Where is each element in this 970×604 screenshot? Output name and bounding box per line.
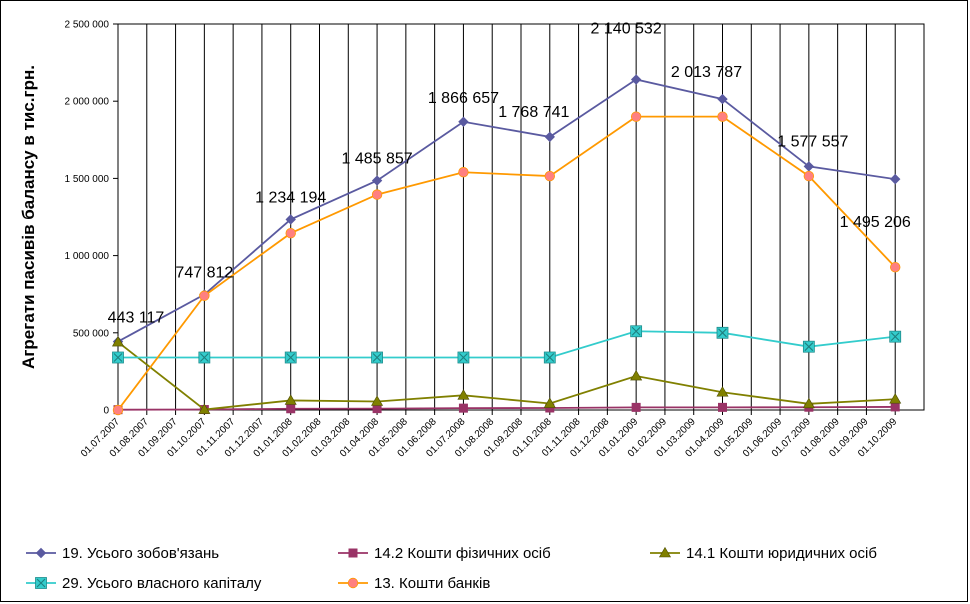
series-5	[112, 111, 901, 416]
marker-triangle	[543, 397, 556, 408]
series-line	[118, 330, 896, 359]
marker-circle	[630, 111, 642, 122]
marker-box-cross	[113, 353, 123, 362]
legend-item: 29. Усього власного капіталу	[26, 575, 262, 592]
legend-item: 14.2 Кошти фізичних осіб	[338, 545, 551, 562]
y-tick-label: 2 500 000	[65, 20, 110, 31]
legend: 19. Усього зобов'язань 14.2 Кошти фізични…	[26, 545, 877, 592]
series-line	[117, 341, 896, 411]
marker-box-cross	[804, 342, 814, 352]
marker-diamond	[371, 175, 383, 186]
marker-triangle	[802, 397, 815, 409]
marker-square	[372, 404, 382, 414]
legend-item: 13. Кошти банків	[338, 575, 490, 592]
data-label: 1 866 657	[428, 90, 499, 107]
marker-triangle	[658, 546, 672, 558]
marker-circle	[458, 167, 469, 178]
data-label: 1 577 557	[777, 133, 848, 150]
data-label: 747 812	[175, 265, 233, 282]
marker-circle	[890, 261, 901, 273]
marker-box-cross	[631, 326, 641, 336]
marker-circle	[544, 170, 555, 182]
data-label: 1 485 857	[341, 151, 412, 168]
marker-square	[718, 402, 727, 412]
series-4	[112, 325, 902, 364]
series-line	[117, 78, 896, 343]
y-tick-label: 0	[103, 406, 109, 417]
marker-box-cross	[545, 353, 555, 362]
legend-label: 19. Усього зобов'язань	[62, 545, 219, 562]
marker-circle	[717, 111, 728, 122]
marker-square	[458, 403, 468, 413]
marker-square	[286, 404, 296, 414]
data-label: 1 768 741	[498, 104, 569, 121]
legend-label: 14.1 Кошти юридичних осіб	[686, 545, 877, 562]
data-label: 2 140 532	[591, 21, 662, 38]
marker-triangle	[284, 394, 297, 405]
marker-diamond	[458, 116, 469, 127]
marker-circle	[371, 189, 383, 200]
legend-label: 13. Кошти банків	[374, 575, 490, 592]
data-label: 2 013 787	[671, 64, 742, 81]
marker-square	[890, 402, 900, 412]
data-label: 443 117	[108, 310, 165, 327]
marker-triangle	[630, 369, 643, 381]
data-labels: 443 117 747 812 1 234 194 1 485 857 1 866 65…	[108, 21, 911, 327]
marker-circle	[199, 290, 210, 301]
legend-label: 29. Усього власного капіталу	[62, 575, 262, 592]
series-3	[111, 335, 902, 414]
marker-box-cross	[36, 578, 46, 588]
series-group	[111, 74, 902, 416]
legend-item: 19. Усього зобов'язань	[26, 545, 219, 562]
marker-triangle	[111, 335, 125, 347]
marker-triangle	[371, 395, 384, 406]
marker-diamond	[630, 74, 642, 85]
y-tick-label: 2 000 000	[65, 97, 110, 108]
y-axis: 0 500 000 1 000 000 1 500 000 2 000 000 2 500…	[65, 20, 118, 417]
marker-diamond	[717, 93, 728, 105]
marker-circle	[803, 170, 815, 182]
marker-triangle	[198, 403, 211, 414]
y-tick-label: 1 500 000	[65, 174, 110, 185]
marker-square	[348, 548, 358, 558]
marker-circle	[347, 577, 359, 589]
series-2	[113, 402, 900, 415]
legend-label: 14.2 Кошти фізичних осіб	[374, 545, 551, 562]
series-line	[117, 115, 896, 411]
series-line	[117, 406, 896, 411]
marker-box-cross	[199, 353, 209, 362]
data-label: 1 495 206	[840, 214, 911, 231]
y-tick-label: 500 000	[73, 328, 110, 339]
marker-circle	[285, 228, 296, 239]
marker-box-cross	[890, 332, 900, 342]
marker-circle	[112, 404, 124, 416]
marker-diamond	[285, 214, 296, 225]
marker-diamond	[544, 131, 555, 143]
x-axis: 01.07.200701.08.200701.09.200701.10.2007…	[79, 410, 900, 460]
marker-box-cross	[718, 328, 727, 338]
y-axis-label: Агрегати пасивів балансу в тис.грн.	[19, 65, 38, 369]
marker-square	[631, 402, 641, 412]
marker-diamond	[35, 547, 47, 559]
y-tick-label: 1 000 000	[65, 251, 110, 262]
data-label: 1 234 194	[255, 189, 326, 206]
legend-item: 14.1 Кошти юридичних осіб	[650, 545, 877, 562]
series-1	[112, 74, 901, 347]
marker-box-cross	[459, 353, 468, 362]
marker-diamond	[890, 173, 901, 185]
marker-box-cross	[286, 353, 296, 362]
marker-triangle	[889, 393, 902, 404]
marker-box-cross	[372, 353, 382, 362]
marker-triangle	[716, 386, 729, 397]
marker-triangle	[457, 389, 470, 400]
